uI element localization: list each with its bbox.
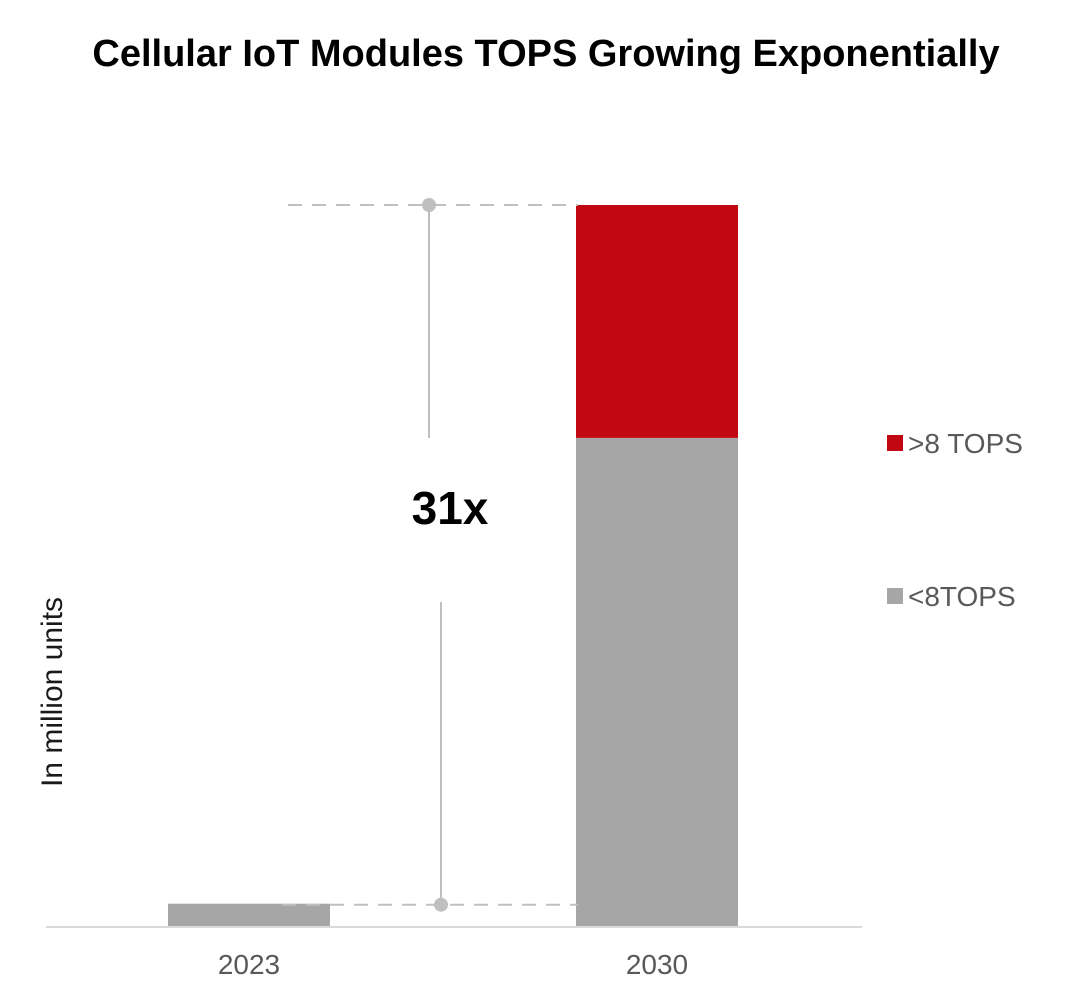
- bar-2023-series-0: [168, 903, 330, 927]
- y-axis-label: In million units: [36, 597, 69, 787]
- growth-label: 31x: [412, 482, 489, 534]
- bar-2030-series-0: [576, 437, 738, 927]
- x-tick-label: 2023: [218, 949, 280, 980]
- x-axis-ticks: 2023 2030: [218, 949, 688, 980]
- bar-2030-series-1: [576, 205, 738, 438]
- legend-swatch: [887, 588, 903, 604]
- legend-label: <8TOPS: [908, 581, 1016, 612]
- legend: >8 TOPS <8TOPS: [887, 428, 1023, 612]
- legend-label: >8 TOPS: [908, 428, 1023, 459]
- chart-marks: [168, 205, 738, 927]
- growth-annotation: 31x: [282, 198, 578, 912]
- x-tick-label: 2030: [626, 949, 688, 980]
- legend-swatch: [887, 435, 903, 451]
- chart-title: Cellular IoT Modules TOPS Growing Expone…: [92, 33, 999, 75]
